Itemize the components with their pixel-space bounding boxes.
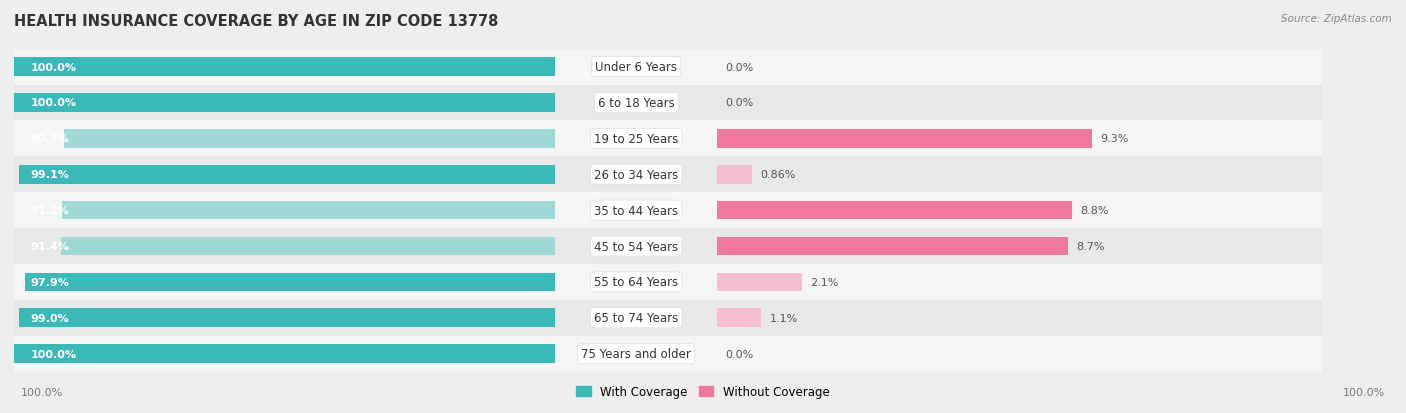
Text: 8.7%: 8.7% [1076,242,1104,252]
Bar [717,336,1322,372]
Bar [717,85,1322,121]
Bar [717,300,1322,336]
Bar [18,166,555,184]
Text: 100.0%: 100.0% [21,387,63,397]
Text: 100.0%: 100.0% [1343,387,1385,397]
Bar [717,166,752,184]
Text: 1.1%: 1.1% [769,313,797,323]
Bar [14,121,555,157]
Text: 65 to 74 Years: 65 to 74 Years [595,311,678,325]
Text: HEALTH INSURANCE COVERAGE BY AGE IN ZIP CODE 13778: HEALTH INSURANCE COVERAGE BY AGE IN ZIP … [14,14,499,29]
Bar [555,50,717,85]
Bar [555,85,717,121]
Bar [717,264,1322,300]
Text: 6 to 18 Years: 6 to 18 Years [598,97,675,110]
Bar [717,237,1067,256]
Text: 100.0%: 100.0% [31,349,76,359]
Text: 75 Years and older: 75 Years and older [581,347,692,360]
Text: 0.0%: 0.0% [725,349,754,359]
Bar [14,193,555,228]
Bar [20,309,555,328]
Bar [14,94,555,113]
Bar [555,157,717,193]
Text: 0.0%: 0.0% [725,98,754,108]
Bar [717,273,801,292]
Bar [14,336,555,372]
Text: 97.9%: 97.9% [31,277,69,287]
Bar [717,130,1092,148]
Text: 100.0%: 100.0% [31,62,76,72]
Text: 19 to 25 Years: 19 to 25 Years [595,133,678,145]
Bar [14,264,555,300]
Bar [555,121,717,157]
Legend: With Coverage, Without Coverage: With Coverage, Without Coverage [572,381,834,403]
Bar [555,193,717,228]
Text: 99.1%: 99.1% [31,170,69,180]
Bar [717,157,1322,193]
Bar [60,237,555,256]
Bar [14,157,555,193]
Bar [25,273,555,292]
Text: 91.4%: 91.4% [31,242,69,252]
Bar [717,121,1322,157]
Bar [555,336,717,372]
Text: 99.0%: 99.0% [31,313,69,323]
Bar [65,130,555,148]
Bar [717,201,1071,220]
Text: 45 to 54 Years: 45 to 54 Years [595,240,678,253]
Text: 2.1%: 2.1% [810,277,838,287]
Text: 26 to 34 Years: 26 to 34 Years [595,169,678,181]
Bar [717,228,1322,264]
Text: 35 to 44 Years: 35 to 44 Years [595,204,678,217]
Bar [555,264,717,300]
Bar [717,309,762,328]
Bar [555,228,717,264]
Text: 90.7%: 90.7% [31,134,69,144]
Text: 0.0%: 0.0% [725,62,754,72]
Bar [14,228,555,264]
Text: 100.0%: 100.0% [31,98,76,108]
Bar [62,201,555,220]
Text: Under 6 Years: Under 6 Years [595,61,678,74]
Bar [14,58,555,77]
Bar [717,50,1322,85]
Bar [14,300,555,336]
Bar [555,300,717,336]
Text: 8.8%: 8.8% [1080,206,1108,216]
Text: 91.2%: 91.2% [31,206,69,216]
Bar [14,50,555,85]
Text: 55 to 64 Years: 55 to 64 Years [595,276,678,289]
Text: Source: ZipAtlas.com: Source: ZipAtlas.com [1281,14,1392,24]
Text: 0.86%: 0.86% [759,170,796,180]
Bar [717,193,1322,228]
Text: 9.3%: 9.3% [1099,134,1129,144]
Bar [14,85,555,121]
Bar [14,344,555,363]
